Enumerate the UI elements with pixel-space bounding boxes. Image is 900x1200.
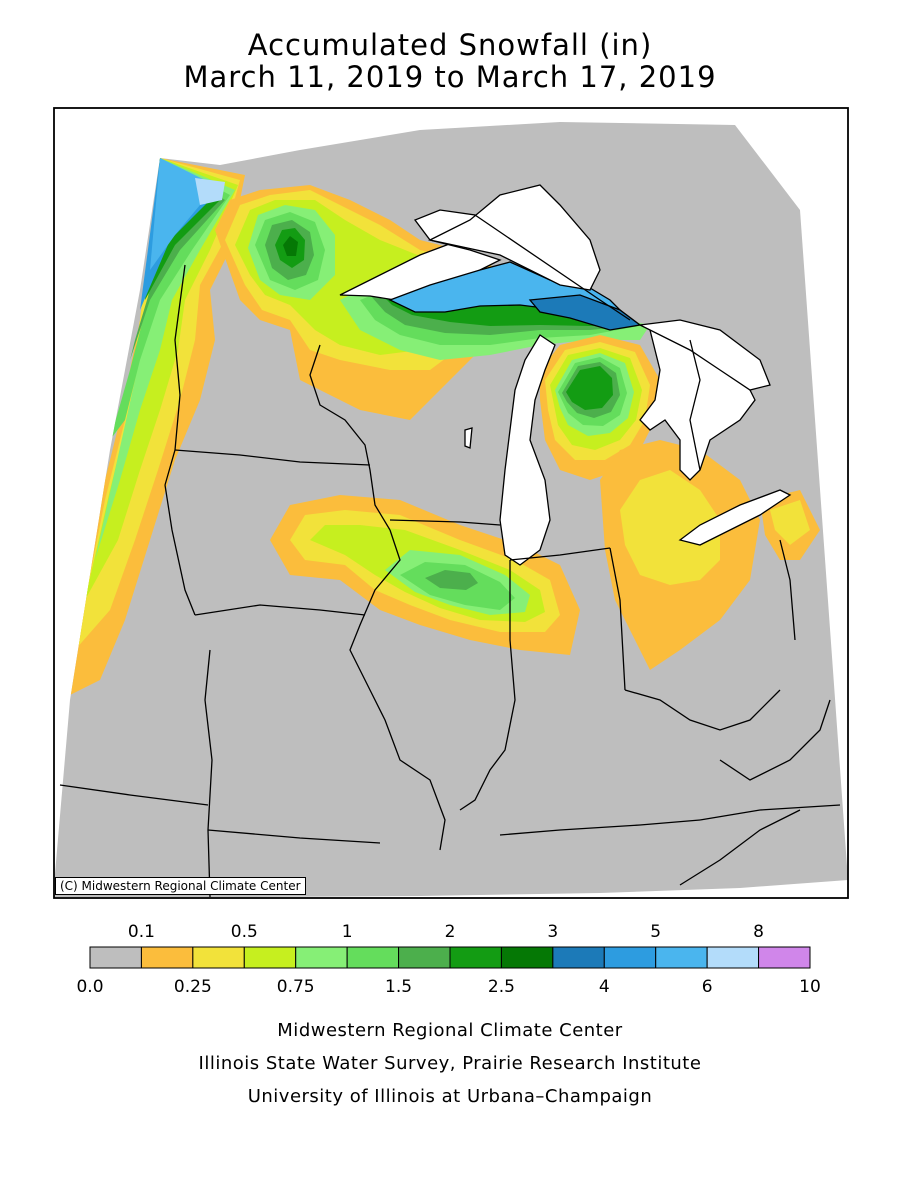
lake-erie [678, 489, 792, 546]
legend-label-0.5: 0.5 [230, 922, 258, 942]
legend-swatch-8 [758, 946, 811, 969]
legend-swatch-0.1 [140, 946, 194, 969]
lake-nipigon-region [428, 184, 601, 291]
snow-band-1.5 [425, 570, 478, 590]
legend-label-0.75: 0.75 [276, 977, 315, 997]
border-oh-ky [624, 689, 781, 731]
legend-label-0.1: 0.1 [127, 922, 155, 942]
border-mi-on [689, 339, 701, 471]
legend-swatch-2 [449, 946, 502, 969]
credit-line-1: Midwestern Regional Climate Center [277, 1020, 623, 1041]
legend-swatch-0.5 [243, 946, 297, 969]
legend-swatch-0.25 [192, 946, 245, 969]
copyright-label: (C) Midwestern Regional Climate Center [55, 877, 306, 895]
legend-swatch-2.5 [500, 946, 554, 969]
border-ky-wv [719, 699, 831, 781]
border-oh-pa [779, 539, 796, 641]
border-ks-ok [59, 784, 209, 806]
legend-swatch-1.5 [398, 946, 451, 969]
map-frame [53, 107, 849, 899]
border-mo-ar [207, 829, 381, 844]
border-wi-il [389, 519, 501, 526]
lake-superior-east [528, 294, 642, 331]
credit-line-3: University of Illinois at Urbana–Champai… [247, 1086, 653, 1107]
border-mo-ks [204, 649, 213, 898]
border-ia-il [349, 529, 446, 851]
snow-band-6 [195, 178, 225, 205]
legend-label-2: 2 [444, 922, 456, 942]
legend-swatch-3 [552, 946, 605, 969]
border-mn-wi [309, 344, 391, 531]
border-mn-ia-north [174, 449, 371, 466]
map-title: Accumulated Snowfall (in) [247, 28, 653, 62]
legend-label-6: 6 [701, 977, 713, 997]
snow-band-2 [566, 366, 613, 410]
legend-label-0.0: 0.0 [76, 977, 104, 997]
legend-label-2.5: 2.5 [487, 977, 515, 997]
border-tn-nc [679, 809, 801, 886]
lake-winnebago [464, 427, 473, 449]
legend-swatch-1 [346, 946, 400, 969]
legend-label-10: 10 [799, 977, 821, 997]
legend-label-5: 5 [650, 922, 662, 942]
snow-band-1 [110, 158, 230, 440]
legend-label-4: 4 [598, 977, 610, 997]
border-in-mi [509, 547, 611, 561]
legend-label-3: 3 [547, 922, 559, 942]
map-date-range: March 11, 2019 to March 17, 2019 [183, 60, 717, 94]
legend-label-1.5: 1.5 [385, 977, 413, 997]
legend-swatch-6 [706, 946, 760, 969]
snow-band-0.5 [85, 158, 238, 600]
snow-band-0.25 [620, 470, 720, 585]
great-lakes [339, 184, 792, 566]
border-il-in [459, 560, 516, 811]
border-ia-mo [194, 604, 366, 616]
legend-swatch-0.0 [89, 946, 142, 969]
credit-line-2: Illinois State Water Survey, Prairie Res… [198, 1053, 702, 1074]
legend-label-0.25: 0.25 [173, 977, 212, 997]
legend-label-8: 8 [753, 922, 764, 942]
legend-label-1: 1 [341, 922, 353, 942]
state-borders [59, 214, 841, 898]
map-fill-layer [54, 122, 848, 897]
snow-band-2.5 [283, 236, 298, 256]
snow-band-5 [150, 158, 205, 270]
georgian-bay [637, 319, 771, 391]
border-mn-on [474, 214, 631, 321]
legend-color-bar [89, 946, 811, 969]
border-mn-sd-ia [164, 484, 196, 616]
legend-swatch-5 [655, 946, 708, 969]
border-tn-va [699, 804, 841, 821]
legend-swatch-4 [603, 946, 657, 969]
border-ky-tn [499, 819, 701, 836]
snow-band-0.25 [770, 500, 810, 545]
legend-swatch-0.75 [295, 946, 348, 969]
border-in-oh [609, 547, 626, 691]
border-mn-nd [164, 264, 186, 486]
